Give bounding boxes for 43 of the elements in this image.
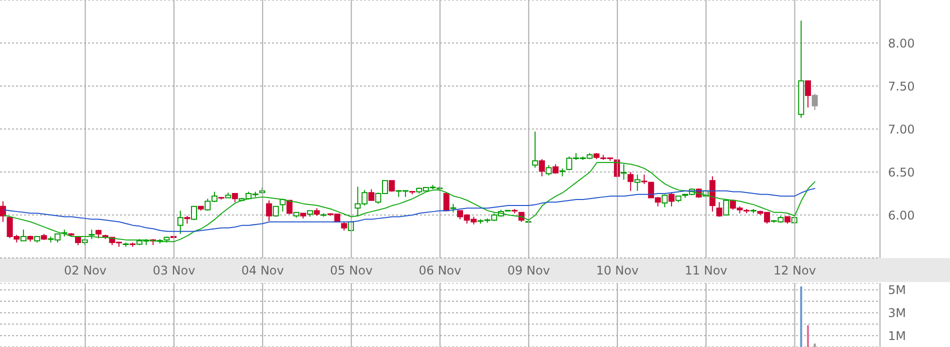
candlestick xyxy=(662,194,668,208)
candlestick xyxy=(640,174,648,185)
x-tick-label: 02 Nov xyxy=(64,264,107,278)
candlestick xyxy=(668,192,675,207)
y-tick-label: 5M xyxy=(888,283,906,298)
candlestick xyxy=(716,202,722,218)
candlestick xyxy=(177,210,184,234)
bar xyxy=(814,344,816,347)
candlestick xyxy=(620,164,628,180)
candlestick xyxy=(812,93,818,111)
candlestick xyxy=(634,174,640,192)
bar xyxy=(800,286,802,347)
x-tick-label: 03 Nov xyxy=(152,264,196,278)
candlestick xyxy=(388,180,395,192)
candlestick xyxy=(88,229,96,240)
bar xyxy=(806,325,809,347)
y-tick-label: 7.00 xyxy=(888,122,915,136)
candlestick xyxy=(286,200,293,215)
x-tick-label: 12 Nov xyxy=(773,264,816,278)
x-tick-label: 10 Nov xyxy=(596,264,639,278)
candlestick xyxy=(0,200,6,222)
candlestick xyxy=(532,131,538,168)
candlestick xyxy=(546,164,552,176)
candlestick xyxy=(804,80,811,108)
candlestick xyxy=(266,200,272,222)
candlestick xyxy=(191,206,198,221)
y-tick-label: 1M xyxy=(888,328,906,343)
x-tick-label: 04 Nov xyxy=(241,264,284,278)
y-tick-label: 8.00 xyxy=(888,36,915,50)
x-tick-label: 06 Nov xyxy=(418,264,462,278)
y-tick-label: 6.50 xyxy=(888,165,915,180)
y-tick-label: 7.50 xyxy=(888,79,915,94)
y-tick-label: 6.00 xyxy=(888,208,915,222)
x-tick-label: 11 Nov xyxy=(684,264,728,278)
candlestick xyxy=(538,158,545,177)
candlestick xyxy=(20,229,26,242)
candlestick xyxy=(368,188,374,201)
candlestick xyxy=(723,199,730,216)
x-tick-label: 05 Nov xyxy=(330,264,373,278)
y-tick-label: 3M xyxy=(888,306,906,320)
candlestick xyxy=(628,172,634,192)
x-tick-label: 09 Nov xyxy=(507,264,550,278)
candlestick xyxy=(443,193,450,212)
